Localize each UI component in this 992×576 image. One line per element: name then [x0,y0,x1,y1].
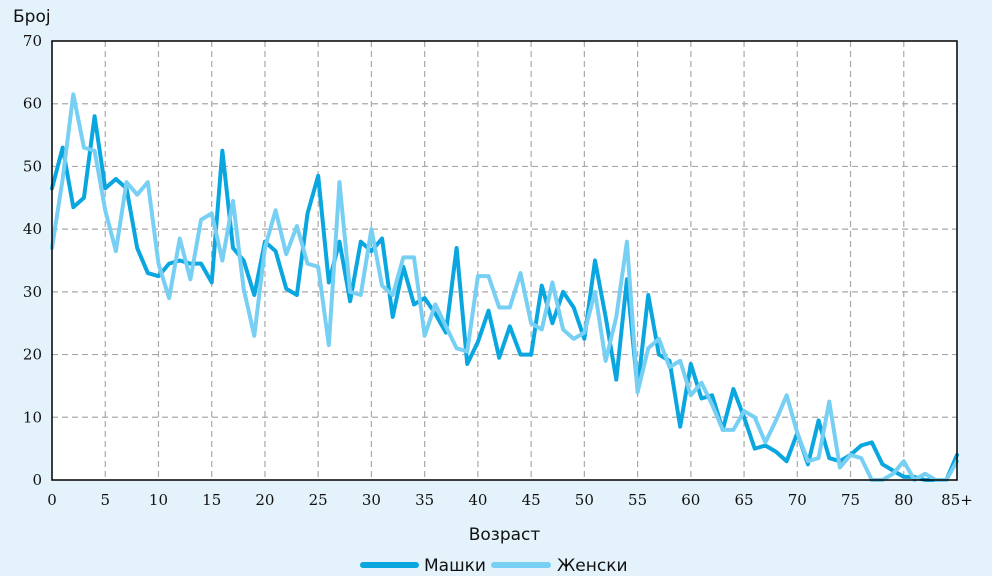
x-tick-label: 15 [202,491,221,509]
x-tick-label: 25 [309,491,328,509]
x-tick-label: 50 [575,491,594,509]
x-tick-label: 85+ [941,491,973,509]
x-tick-label: 70 [788,491,807,509]
x-tick-label: 35 [415,491,434,509]
x-tick-label: 5 [100,491,110,509]
series-lines [50,92,959,482]
y-tick-label: 0 [32,471,42,489]
y-axis-title: Број [13,7,51,27]
y-tick-label: 10 [23,408,42,426]
legend: Машки Женски [360,556,628,576]
x-tick-label: 65 [735,491,754,509]
series-line-female [50,92,959,482]
x-tick-label: 75 [841,491,860,509]
x-tick-label: 55 [628,491,647,509]
legend-label-female: Женски [557,556,628,576]
x-tick-label: 10 [149,491,168,509]
y-tick-label: 30 [23,283,42,301]
x-axis-title: Возраст [469,525,541,545]
x-tick-label: 20 [255,491,274,509]
legend-label-male: Машки [424,556,486,576]
x-tick-label: 40 [468,491,487,509]
grid-lines [52,41,957,480]
y-tick-label: 70 [23,32,42,50]
y-tick-label: 20 [23,346,42,364]
y-tick-label: 60 [23,95,42,113]
x-tick-label: 30 [362,491,381,509]
x-tick-label: 60 [681,491,700,509]
x-tick-label: 45 [522,491,541,509]
tick-labels: 0 10 20 30 40 50 60 70 0 5 10 15 20 25 30 35 40 45 50 55 60 6… [23,32,973,509]
y-tick-label: 50 [23,157,42,175]
x-tick-label: 0 [47,491,57,509]
plot-border [51,40,958,481]
y-tick-label: 40 [23,220,42,238]
x-tick-label: 80 [894,491,913,509]
plot-area [52,41,957,480]
